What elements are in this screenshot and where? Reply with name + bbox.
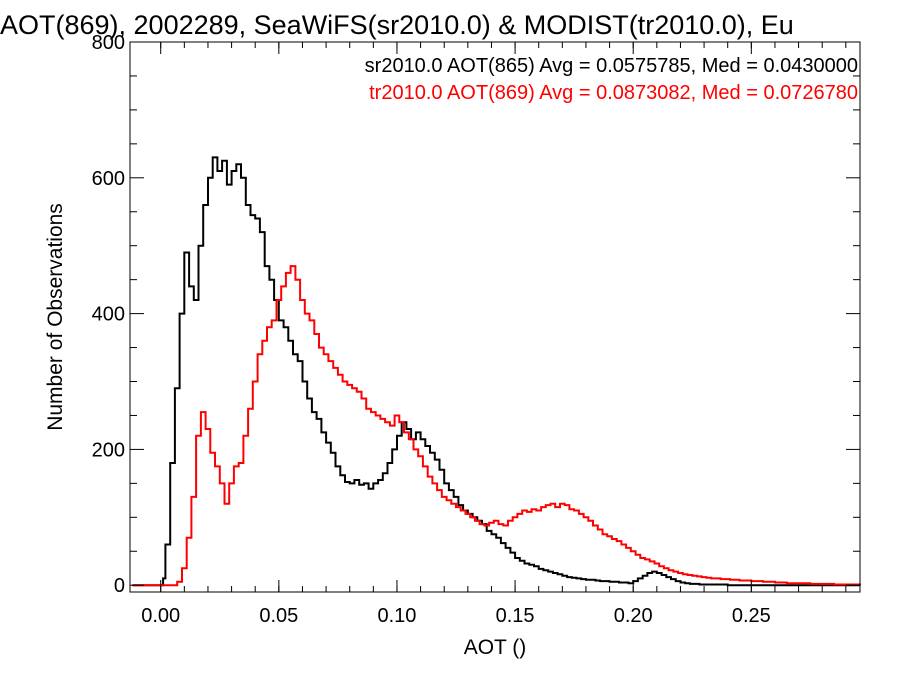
x-axis: 0.00 0.05 0.10 0.15 0.20 0.25: [141, 42, 847, 627]
series-layer: [132, 156, 861, 587]
series-1-line: [132, 156, 860, 587]
y-axis: 0 200 400 600 800: [92, 32, 860, 597]
y-tick-label: 600: [92, 168, 125, 190]
chart-title: AOT(869), 2002289, SeaWiFS(sr2010.0) & M…: [0, 10, 794, 40]
legend-entry-2: tr2010.0 AOT(869) Avg = 0.0873082, Med =…: [369, 82, 858, 104]
y-tick-label: 400: [92, 304, 125, 326]
x-tick-label: 0.15: [496, 605, 535, 627]
x-axis-label: AOT (): [464, 636, 527, 659]
x-tick-label: 0.00: [141, 605, 180, 627]
legend: sr2010.0 AOT(865) Avg = 0.0575785, Med =…: [365, 55, 858, 104]
y-axis-label: Number of Observations: [44, 203, 67, 431]
y-tick-label: 0: [114, 575, 125, 597]
plot-frame: [129, 41, 861, 593]
x-tick-label: 0.25: [732, 605, 771, 627]
y-tick-label: 200: [92, 439, 125, 461]
x-tick-label: 0.10: [377, 605, 416, 627]
y-tick-label: 800: [92, 32, 125, 54]
series-2-line: [132, 265, 861, 587]
x-tick-label: 0.05: [259, 605, 298, 627]
x-tick-label: 0.20: [614, 605, 653, 627]
legend-entry-1: sr2010.0 AOT(865) Avg = 0.0575785, Med =…: [365, 55, 858, 77]
